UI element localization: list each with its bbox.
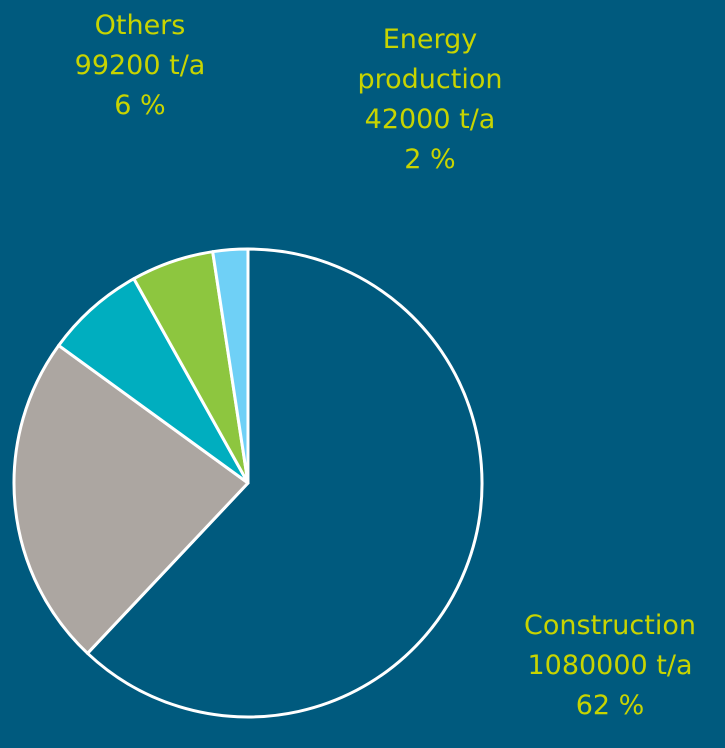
value-label: 1080000 t/a [527, 650, 693, 681]
slice-label: Energy production 42000 t/a 2 % [320, 20, 540, 180]
category-name: Construction [524, 610, 696, 641]
category-name: Others [94, 10, 186, 41]
percent-label: 6 % [114, 90, 166, 121]
value-label: 42000 t/a [364, 104, 496, 135]
slice-label: Construction 1080000 t/a 62 % [480, 606, 725, 726]
slice-label: Others 99200 t/a 6 % [40, 6, 240, 126]
pie-slice [12, 343, 250, 655]
percent-label: 2 % [404, 144, 456, 175]
value-label: 99200 t/a [74, 50, 206, 81]
pie-slice [86, 247, 484, 719]
pie-slice [211, 247, 250, 485]
category-name: Energy production [357, 24, 503, 95]
percent-label: 62 % [575, 690, 645, 721]
